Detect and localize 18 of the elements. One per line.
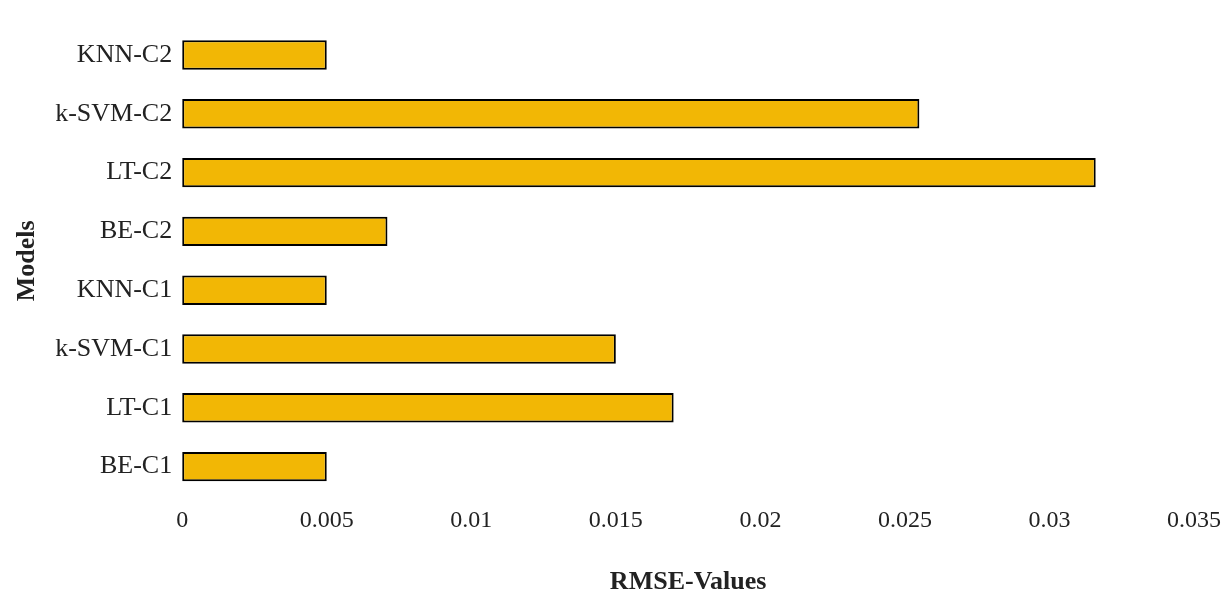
y-axis-title: Models xyxy=(11,220,41,302)
y-tick-label: KNN-C2 xyxy=(76,38,173,68)
y-tick-label: LT-C1 xyxy=(106,391,173,421)
x-tick-label: 0.005 xyxy=(299,505,354,532)
y-tick-label: BE-C1 xyxy=(99,450,173,480)
y-tick-label: BE-C2 xyxy=(99,215,173,245)
x-tick-label: 0.03 xyxy=(1028,505,1071,532)
x-tick-label: 0 xyxy=(176,505,189,532)
x-tick-label: 0.01 xyxy=(450,505,493,532)
x-axis-title: RMSE-Values xyxy=(609,566,767,596)
y-tick-label: k-SVM-C2 xyxy=(55,97,173,127)
x-tick-label: 0.025 xyxy=(877,505,932,532)
x-tick-label: 0.015 xyxy=(588,505,643,532)
x-tick-label: 0.02 xyxy=(739,505,782,532)
x-tick-label: 0.035 xyxy=(1167,505,1221,532)
y-tick-label: k-SVM-C1 xyxy=(55,332,173,362)
y-tick-label: KNN-C1 xyxy=(76,274,173,304)
y-tick-label: LT-C2 xyxy=(106,156,173,186)
